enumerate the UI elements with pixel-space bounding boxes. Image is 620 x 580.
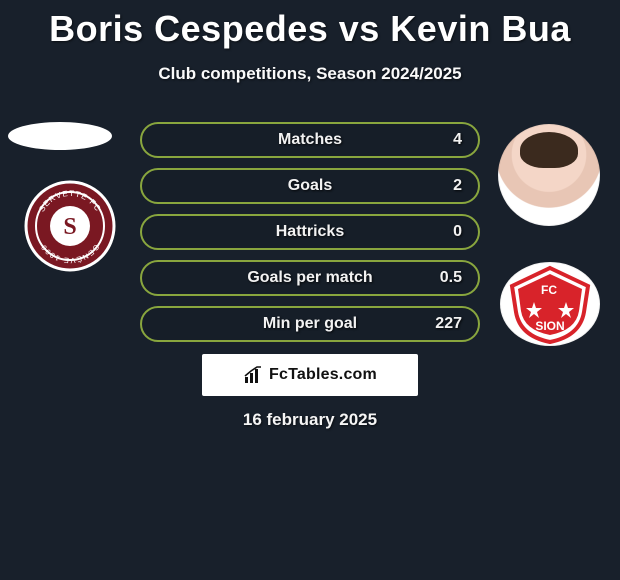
club-right-crest: FC SION xyxy=(500,262,600,346)
club-left-crest: S SERVETTE FC GENÈVE 1890 xyxy=(20,176,120,276)
stat-row: Min per goal 227 xyxy=(140,306,480,342)
svg-text:FC: FC xyxy=(541,283,557,297)
stat-value: 2 xyxy=(453,177,462,195)
branding-text: FcTables.com xyxy=(269,366,377,384)
svg-text:SION: SION xyxy=(535,319,564,333)
stat-row: Goals per match 0.5 xyxy=(140,260,480,296)
generated-date: 16 february 2025 xyxy=(0,410,620,430)
svg-text:S: S xyxy=(63,214,76,240)
stat-value: 227 xyxy=(435,315,462,333)
stat-label: Min per goal xyxy=(263,315,357,333)
stat-value: 0 xyxy=(453,223,462,241)
stat-row: Hattricks 0 xyxy=(140,214,480,250)
stat-label: Goals xyxy=(288,177,332,195)
stat-value: 4 xyxy=(453,131,462,149)
stat-row: Goals 2 xyxy=(140,168,480,204)
player-left-avatar xyxy=(8,122,112,150)
bar-chart-icon xyxy=(243,365,263,385)
stat-label: Goals per match xyxy=(247,269,372,287)
stat-row: Matches 4 xyxy=(140,122,480,158)
stat-label: Matches xyxy=(278,131,342,149)
stat-value: 0.5 xyxy=(440,269,462,287)
page-title: Boris Cespedes vs Kevin Bua xyxy=(0,0,620,50)
subtitle: Club competitions, Season 2024/2025 xyxy=(0,64,620,84)
player-right-avatar xyxy=(498,124,600,226)
stats-list: Matches 4 Goals 2 Hattricks 0 Goals per … xyxy=(140,122,480,352)
stat-label: Hattricks xyxy=(276,223,344,241)
branding-badge[interactable]: FcTables.com xyxy=(202,354,418,396)
